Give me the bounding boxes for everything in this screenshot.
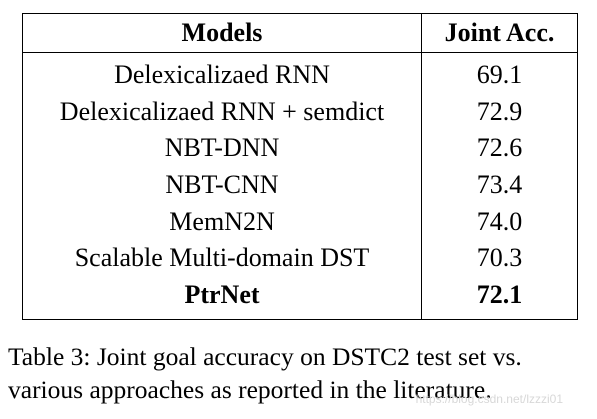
joint-acc-cell: 72.9: [476, 96, 523, 126]
joint-acc-cell: 72.6: [476, 133, 523, 163]
table-header-row: Models Joint Acc.: [22, 13, 578, 53]
header-models: Models: [22, 13, 422, 53]
table-row: NBT-CNN 73.4: [22, 166, 578, 204]
joint-acc-cell: 72.1: [476, 279, 523, 309]
table-row-highlighted: PtrNet 72.1: [22, 276, 578, 320]
caption-label: Table 3:: [8, 342, 91, 371]
joint-acc-cell: 70.3: [476, 243, 523, 273]
joint-acc-cell: 74.0: [476, 206, 523, 236]
joint-acc-cell: 69.1: [476, 60, 523, 90]
header-joint-acc: Joint Acc.: [421, 13, 578, 53]
model-name-cell: Scalable Multi-domain DST: [22, 239, 422, 277]
model-name-cell: Delexicalizaed RNN: [22, 52, 422, 94]
model-name-cell: MemN2N: [22, 203, 422, 240]
table-row: NBT-DNN 72.6: [22, 130, 578, 167]
table-row: Delexicalizaed RNN 69.1: [22, 52, 578, 94]
model-name-cell: NBT-CNN: [22, 166, 422, 204]
watermark: https://blog.csdn.net/lzzzi01: [415, 392, 563, 406]
model-name-cell: PtrNet: [22, 276, 422, 320]
table-row: Delexicalizaed RNN + semdict 72.9: [22, 93, 578, 131]
caption-text: Joint goal accuracy on DSTC2 test set vs…: [8, 342, 522, 404]
results-table: Models Joint Acc. Delexicalizaed RNN 69.…: [22, 13, 578, 321]
table-row: Scalable Multi-domain DST 70.3: [22, 239, 578, 277]
model-name-cell: Delexicalizaed RNN + semdict: [22, 93, 422, 131]
table-caption: Table 3: Joint goal accuracy on DSTC2 te…: [8, 340, 593, 406]
table-row: MemN2N 74.0: [22, 203, 578, 240]
joint-acc-cell: 73.4: [476, 170, 523, 200]
model-name-cell: NBT-DNN: [22, 130, 422, 167]
